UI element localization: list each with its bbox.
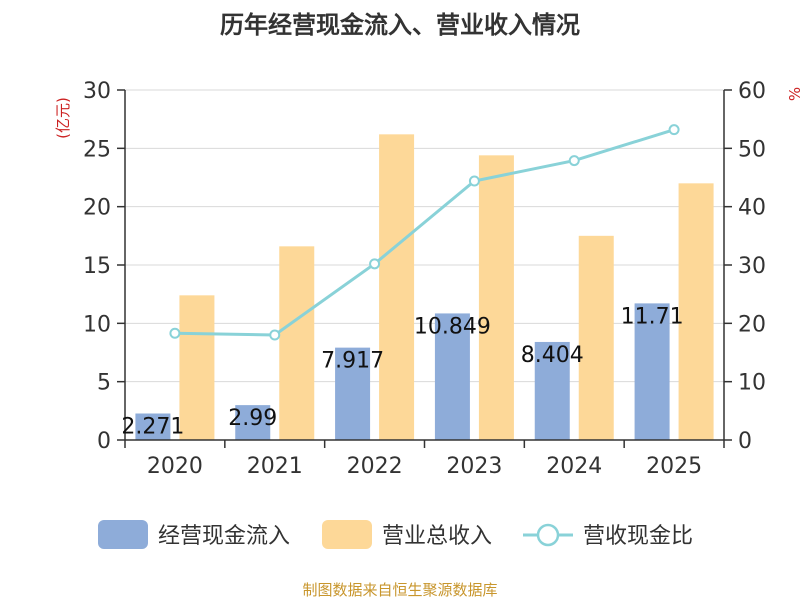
x-tick-label: 2025 <box>646 454 702 479</box>
left-tick-label: 20 <box>83 196 111 221</box>
legend-swatch <box>322 520 372 549</box>
x-tick-label: 2021 <box>247 454 303 479</box>
bar <box>279 246 315 440</box>
legend-swatch <box>98 520 148 549</box>
data-label: 10.849 <box>414 314 491 339</box>
line-point <box>269 329 281 341</box>
right-tick-label: 20 <box>738 312 766 337</box>
right-tick-label: 60 <box>738 79 766 104</box>
line-point <box>169 327 181 339</box>
line-point <box>369 258 381 270</box>
bar <box>179 295 215 440</box>
bar <box>478 155 514 441</box>
legend-label: 营业总收入 <box>382 524 492 549</box>
data-label: 8.404 <box>521 343 584 368</box>
x-tick-label: 2020 <box>147 454 203 479</box>
right-tick-label: 0 <box>738 429 752 454</box>
line-point <box>468 175 480 187</box>
bar <box>135 413 171 440</box>
bar <box>578 235 614 440</box>
left-tick-label: 5 <box>97 371 111 396</box>
left-tick-label: 0 <box>97 429 111 454</box>
bar <box>235 405 271 440</box>
bar <box>335 347 371 440</box>
bar <box>534 341 570 440</box>
legend-marker <box>536 523 560 547</box>
left-tick-label: 30 <box>83 79 111 104</box>
legend-label: 营收现金比 <box>583 524 693 549</box>
left-tick-label: 10 <box>83 312 111 337</box>
left-axis-label: (亿元) <box>54 97 72 139</box>
x-tick-label: 2022 <box>347 454 403 479</box>
left-tick-label: 25 <box>83 137 111 162</box>
right-tick-label: 10 <box>738 371 766 396</box>
data-label: 2.99 <box>228 406 277 431</box>
x-tick-label: 2024 <box>546 454 602 479</box>
line-point <box>668 124 680 136</box>
series-line <box>174 128 675 337</box>
chart-title: 历年经营现金流入、营业收入情况 <box>220 11 580 39</box>
left-tick-label: 15 <box>83 254 111 279</box>
right-tick-label: 30 <box>738 254 766 279</box>
legend-label: 经营现金流入 <box>158 524 290 549</box>
bar <box>434 313 470 440</box>
data-label: 2.271 <box>121 415 184 440</box>
x-tick-label: 2023 <box>446 454 502 479</box>
right-tick-label: 40 <box>738 196 766 221</box>
bar <box>379 134 415 441</box>
bar <box>678 183 714 441</box>
source-note: 制图数据来自恒生聚源数据库 <box>302 581 497 599</box>
right-tick-label: 50 <box>738 137 766 162</box>
data-label: 7.917 <box>321 349 384 374</box>
data-label: 11.71 <box>621 304 684 329</box>
bar <box>634 303 670 440</box>
line-point <box>568 155 580 167</box>
right-axis-label: % <box>786 87 800 101</box>
